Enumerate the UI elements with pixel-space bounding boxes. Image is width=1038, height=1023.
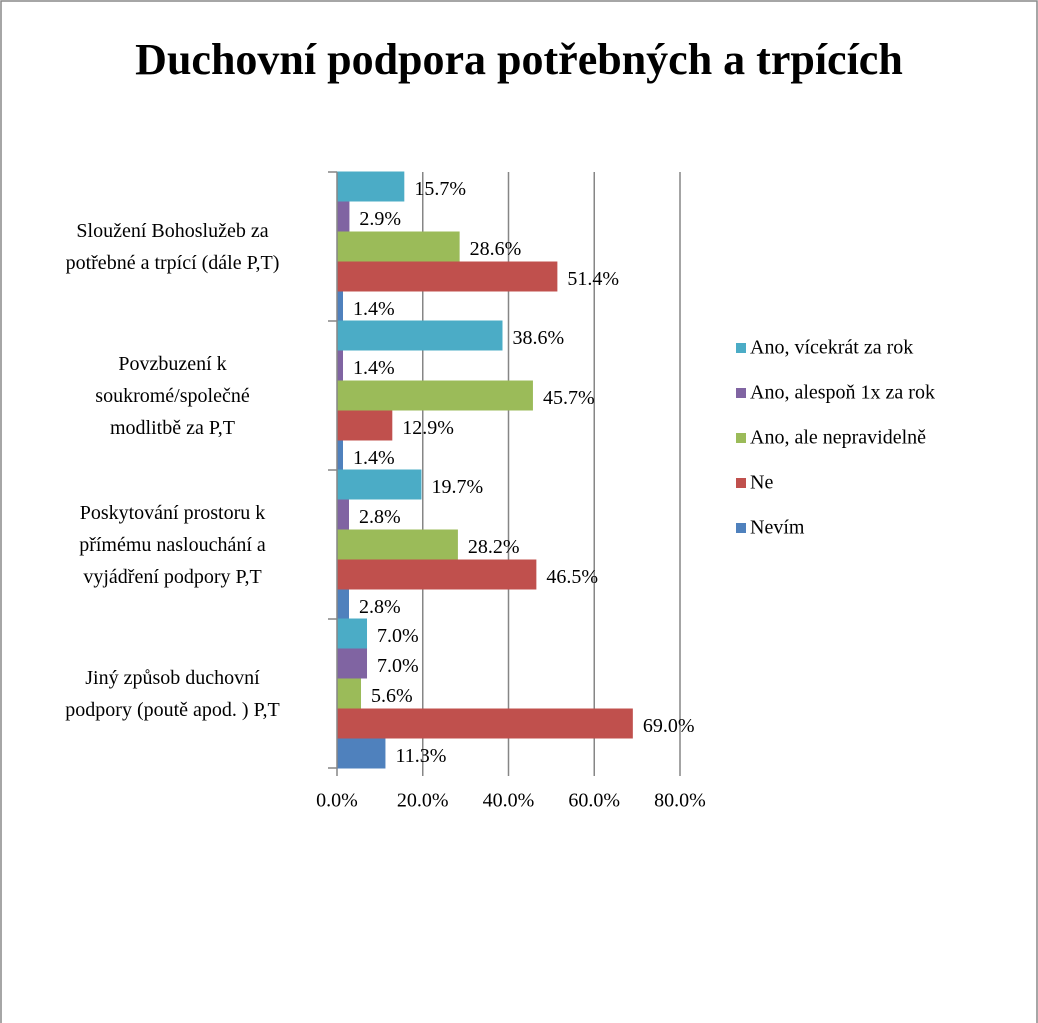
x-tick-label: 40.0% [483,790,535,812]
data-label: 38.6% [512,327,564,349]
x-tick-label: 60.0% [568,790,620,812]
bar [337,171,405,202]
data-label: 1.4% [353,357,395,379]
data-label: 45.7% [543,387,595,409]
bar [337,648,368,679]
y-tick-label: Jiný způsob duchovní podpory (poutě apod… [65,666,280,721]
legend-swatch [736,343,746,353]
bar [337,231,460,262]
bar [337,678,362,709]
legend-label: Ano, alespoň 1x za rok [750,382,935,404]
data-label: 7.0% [377,655,419,677]
bar [337,350,344,381]
data-label: 5.6% [371,685,413,707]
y-tick-label: Poskytování prostoru k přímému naslouchá… [79,501,266,588]
data-label: 2.8% [359,596,401,618]
y-tick-label: Povzbuzení k soukromé/společné modlitbě … [95,352,250,439]
data-label: 46.5% [546,566,598,588]
bar [337,440,344,471]
category-label-box: Poskytování prostoru k přímému naslouchá… [79,501,266,588]
category-label-box: Sloužení Bohoslužeb za potřebné a trpící… [65,219,280,274]
x-tick-label: 80.0% [654,790,706,812]
data-label: 15.7% [414,178,466,200]
bar [337,708,633,739]
bar [337,291,344,322]
category-label-box: Jiný způsob duchovní podpory (poutě apod… [65,666,280,721]
data-label: 51.4% [567,268,619,290]
legend-label: Ano, ale nepravidelně [750,427,926,449]
data-label: 28.2% [468,536,520,558]
data-label: 19.7% [431,476,483,498]
bar [337,201,350,232]
bar [337,618,368,649]
data-label: 1.4% [353,298,395,320]
x-tick-label: 20.0% [397,790,449,812]
bar [337,261,558,292]
legend-label: Nevím [750,517,805,539]
chart-title: Duchovní podpora potřebných a trpících [135,35,903,84]
legend-swatch [736,433,746,443]
bar [337,380,533,411]
data-label: 7.0% [377,625,419,647]
data-label: 28.6% [470,238,522,260]
bar [337,410,393,441]
data-label: 69.0% [643,715,695,737]
legend-label: Ne [750,472,773,494]
legend-label: Ano, vícekrát za rok [750,337,913,359]
bar [337,469,422,500]
legend-swatch [736,478,746,488]
bar [337,589,350,620]
bar [337,738,386,769]
bar [337,559,537,590]
bar [337,320,503,351]
category-label-box: Povzbuzení k soukromé/společné modlitbě … [95,352,250,439]
data-label: 11.3% [395,745,446,767]
title-box: Duchovní podpora potřebných a trpících [135,35,903,84]
data-label: 2.9% [359,208,401,230]
x-tick-label: 0.0% [316,790,358,812]
data-label: 1.4% [353,447,395,469]
bar [337,499,350,530]
legend-swatch [736,388,746,398]
data-label: 12.9% [402,417,454,439]
data-label: 2.8% [359,506,401,528]
y-tick-label: Sloužení Bohoslužeb za potřebné a trpící… [65,219,280,274]
legend-swatch [736,523,746,533]
bar [337,529,458,560]
